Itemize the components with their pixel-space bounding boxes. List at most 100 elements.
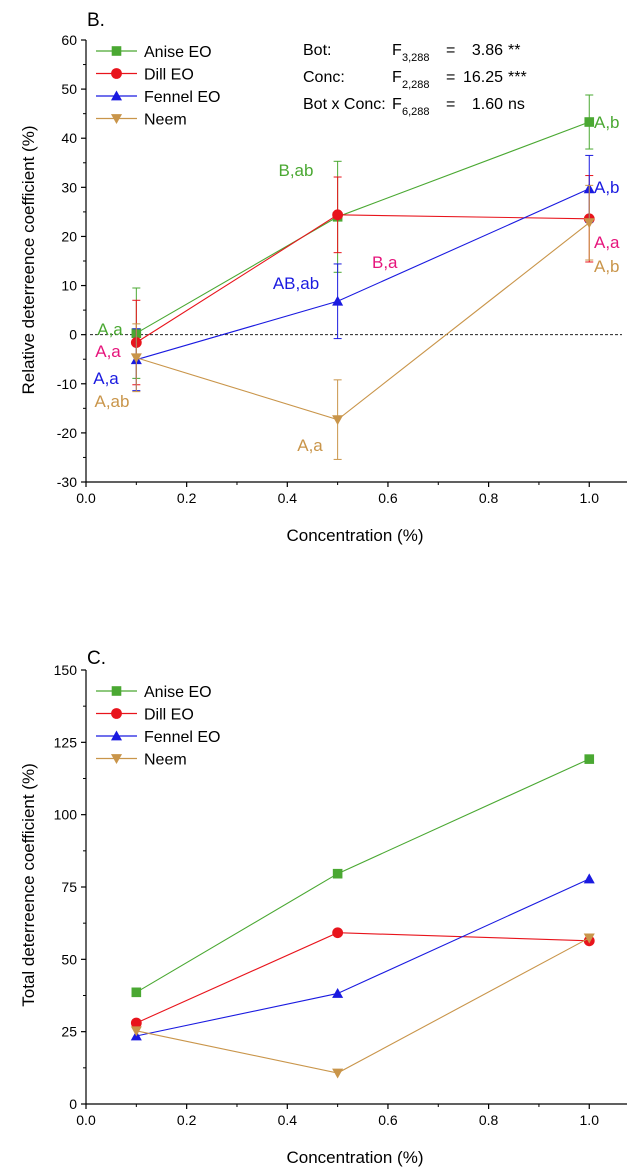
panel-c-x-tick-label: 0.2	[177, 1112, 197, 1128]
panel-b-series-line	[136, 121, 590, 334]
panel-b-x-tick-label: 0.6	[378, 490, 398, 506]
panel-b-legend-marker	[110, 114, 123, 125]
panel-c-data-point	[583, 933, 595, 944]
panel-b-legend-marker	[111, 46, 122, 56]
panel-c-series-dill-eo	[130, 927, 595, 1029]
panel-b-significance-label: A,a	[97, 320, 123, 339]
panel-c-series-neem	[130, 933, 595, 1079]
panel-c-data-point	[583, 873, 595, 884]
panel-c-data-point	[584, 754, 595, 764]
stat-effect-name: Bot x Conc:	[303, 96, 386, 113]
panel-b-y-tick-label: 30	[61, 179, 77, 195]
stat-degrees-of-freedom: 6,288	[402, 106, 430, 118]
panel-c-y-tick-label: 125	[54, 734, 78, 750]
panel-c-data-point	[130, 1017, 142, 1029]
panel-c-y-tick-label: 0	[69, 1096, 77, 1112]
panel-b-legend-marker	[110, 90, 123, 101]
panel-b-significance-label: A,a	[594, 233, 620, 252]
stat-f-symbol: F	[392, 42, 402, 59]
panel-c-legend-label: Anise EO	[144, 684, 212, 701]
panel-b-series-line	[136, 222, 590, 421]
panel-c-y-tick-label: 75	[61, 879, 77, 895]
panel-b-series-layer: A,a B,ab A,b A,a B,a A,a A,a AB,ab A,b A,ab A,a A,b	[93, 94, 620, 460]
panel-b-y-axis-label: Relative deterreence coefficient (%)	[19, 126, 38, 395]
panel-b-significance-label: A,b	[594, 257, 620, 276]
panel-c-x-tick-label: 0.6	[378, 1112, 398, 1128]
panel-b-legend-marker	[111, 68, 122, 79]
panel-c-series-line	[136, 878, 590, 1037]
stat-significance: ns	[508, 96, 525, 113]
panel-b-x-tick-label: 0.0	[76, 490, 96, 506]
panel-c-legend: Anise EO Dill EO Fennel EO Neem	[96, 684, 220, 769]
stat-f-symbol: F	[392, 69, 402, 86]
panel-b-significance-label: A,b	[594, 178, 620, 197]
stat-effect-name: Bot:	[303, 42, 331, 59]
panel-b-data-point	[583, 218, 595, 229]
panel-b-label: B.	[87, 10, 105, 31]
panel-b-legend: Anise EO Dill EO Fennel EO Neem	[96, 44, 220, 129]
panel-c-y-axis-label: Total deterreence coefficient (%)	[19, 763, 38, 1006]
stat-degrees-of-freedom: 3,288	[402, 52, 430, 64]
panel-b-statistics-annotation: Bot: F 3,288 = 3.86 **Conc: F 2,288 = 16.25 ***Bot…	[303, 42, 527, 118]
panel-c-series-layer	[130, 754, 595, 1079]
panel-c-data-point	[130, 1026, 142, 1037]
panel-b-x-axis-label: Concentration (%)	[286, 526, 423, 545]
panel-c-y-tick-label: 150	[54, 662, 78, 678]
panel-c-total-deterrence-chart: C. 0 25 50 75 100 125 150 0.0 0.2 0.4 0.6 0.8 1.0 Co…	[19, 648, 627, 1167]
panel-c-legend-marker	[111, 686, 122, 696]
panel-b-x-tick-label: 0.8	[479, 490, 499, 506]
panel-c-legend-label: Fennel EO	[144, 729, 220, 746]
panel-c-series-fennel-eo	[130, 873, 595, 1041]
panel-b-y-tick-label: -10	[57, 376, 77, 392]
panel-c-label: C.	[87, 648, 106, 669]
stat-degrees-of-freedom: 2,288	[402, 79, 430, 91]
panel-b-significance-label: A,a	[93, 369, 119, 388]
panel-b-legend-label: Fennel EO	[144, 89, 220, 106]
stat-f-value: 3.86	[472, 42, 503, 59]
stat-significance: ***	[508, 69, 527, 86]
panel-b-significance-label: A,a	[95, 342, 121, 361]
panel-b-legend-label: Neem	[144, 112, 187, 129]
panel-b-data-point	[584, 117, 595, 127]
panel-b-x-tick-label: 0.2	[177, 490, 197, 506]
panel-b-y-tick-label: 50	[61, 81, 77, 97]
panel-b-y-tick-label: -30	[57, 474, 77, 490]
panel-c-y-tick-label: 100	[54, 807, 78, 823]
panel-b-data-point	[332, 295, 344, 306]
stat-f-value: 16.25	[463, 69, 503, 86]
panel-b-axes-layer: -30 -20 -10 0 10 20 30 40 50 60 0.0 0.2 0.4 0.6 0.8 1.0	[57, 32, 627, 506]
stat-f-value: 1.60	[472, 96, 503, 113]
panel-c-data-point	[332, 987, 344, 998]
panel-c-legend-marker	[110, 730, 123, 741]
panel-c-x-tick-label: 0.8	[479, 1112, 499, 1128]
panel-b-series-line	[136, 214, 590, 343]
panel-c-y-tick-label: 50	[61, 951, 77, 967]
panel-b-y-tick-label: -20	[57, 425, 77, 441]
panel-b-x-tick-label: 0.4	[278, 490, 298, 506]
panel-c-series-anise-eo	[131, 754, 595, 998]
stat-equals-sign: =	[446, 42, 455, 59]
panel-b-significance-label: A,a	[297, 436, 323, 455]
stat-equals-sign: =	[446, 69, 455, 86]
panel-b-significance-label: AB,ab	[273, 274, 319, 293]
panel-b-series-neem	[130, 184, 595, 460]
panel-c-legend-label: Dill EO	[144, 707, 194, 724]
panel-c-data-point	[131, 987, 142, 998]
panel-c-data-point	[332, 868, 343, 879]
stat-f-symbol: F	[392, 96, 402, 113]
panel-b-significance-label: B,a	[372, 253, 398, 272]
panel-c-data-point	[332, 1068, 344, 1079]
panel-c-data-point	[332, 927, 344, 939]
panel-c-x-tick-label: 0.0	[76, 1112, 96, 1128]
panel-b-series-anise-eo	[131, 94, 595, 379]
stat-equals-sign: =	[446, 96, 455, 113]
panel-b-y-tick-label: 0	[69, 327, 77, 343]
panel-b-significance-label: A,b	[594, 113, 620, 132]
panel-b-y-tick-label: 10	[61, 278, 77, 294]
panel-b-data-point	[130, 353, 142, 364]
panel-c-series-line	[136, 932, 590, 1024]
panel-b-x-tick-label: 1.0	[580, 490, 600, 506]
panel-b-legend-label: Anise EO	[144, 44, 212, 61]
panel-b-data-point	[332, 209, 344, 221]
